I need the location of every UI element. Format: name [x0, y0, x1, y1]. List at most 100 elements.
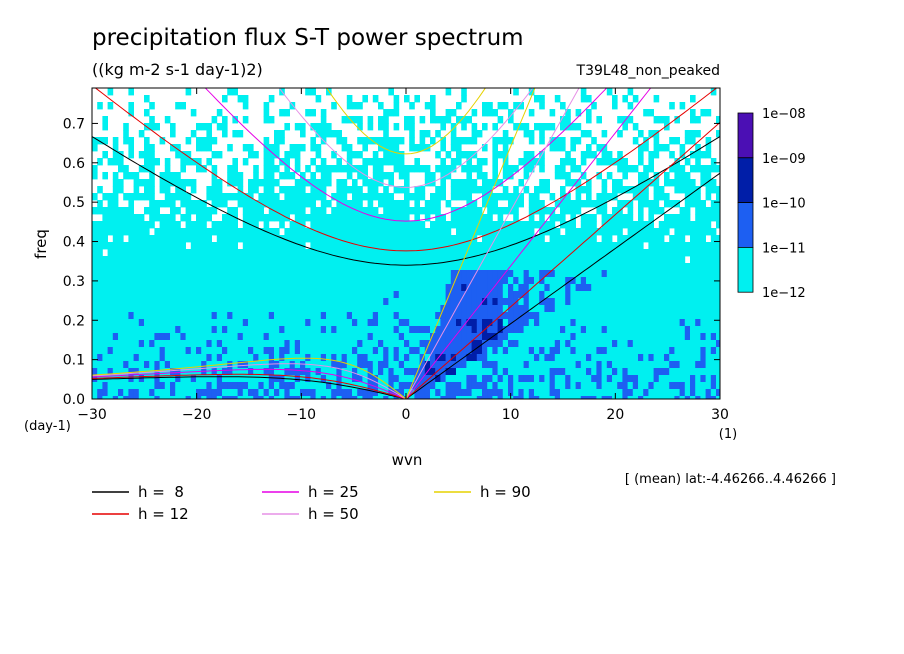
heatmap-cell	[362, 354, 368, 361]
heatmap-cell	[518, 277, 524, 284]
heatmap-cell	[248, 214, 254, 221]
heatmap-cell	[695, 333, 701, 340]
heatmap-cell	[248, 298, 254, 305]
heatmap-cell	[165, 354, 171, 361]
heatmap-cell	[206, 235, 212, 242]
heatmap-cell	[435, 200, 441, 207]
heatmap-cell	[206, 298, 212, 305]
legend-label: h = 12	[138, 505, 189, 523]
heatmap-cell	[425, 235, 431, 242]
heatmap-cell	[331, 305, 337, 312]
heatmap-cell	[175, 193, 181, 200]
heatmap-cell	[383, 347, 389, 354]
heatmap-cell	[482, 172, 488, 179]
heatmap-cell	[144, 347, 150, 354]
heatmap-cell	[555, 144, 561, 151]
heatmap-cell	[378, 102, 384, 109]
heatmap-cell	[555, 326, 561, 333]
heatmap-cell	[368, 123, 374, 130]
heatmap-cell	[305, 249, 311, 256]
heatmap-cell	[612, 368, 618, 375]
heatmap-cell	[456, 382, 462, 389]
heatmap-cell	[648, 305, 654, 312]
heatmap-cell	[456, 312, 462, 319]
heatmap-cell	[217, 221, 223, 228]
heatmap-cell	[196, 284, 202, 291]
heatmap-cell	[487, 396, 493, 403]
heatmap-cell	[680, 305, 686, 312]
heatmap-cell	[576, 277, 582, 284]
heatmap-cell	[695, 361, 701, 368]
heatmap-cell	[342, 375, 348, 382]
heatmap-cell	[498, 347, 504, 354]
heatmap-cell	[451, 158, 457, 165]
heatmap-cell	[628, 263, 634, 270]
heatmap-cell	[331, 221, 337, 228]
heatmap-cell	[633, 277, 639, 284]
heatmap-cell	[617, 319, 623, 326]
heatmap-cell	[659, 228, 665, 235]
heatmap-cell	[118, 354, 124, 361]
heatmap-cell	[560, 298, 566, 305]
heatmap-cell	[716, 207, 722, 214]
heatmap-cell	[123, 389, 129, 396]
heatmap-cell	[518, 270, 524, 277]
heatmap-cell	[238, 228, 244, 235]
heatmap-cell	[269, 193, 275, 200]
heatmap-cell	[466, 228, 472, 235]
heatmap-cell	[466, 382, 472, 389]
heatmap-cell	[368, 235, 374, 242]
heatmap-cell	[539, 284, 545, 291]
heatmap-cell	[326, 333, 332, 340]
heatmap-cell	[466, 396, 472, 403]
heatmap-cell	[196, 312, 202, 319]
heatmap-cell	[425, 256, 431, 263]
heatmap-cell	[165, 235, 171, 242]
heatmap-cell	[134, 312, 140, 319]
heatmap-cell	[425, 298, 431, 305]
heatmap-cell	[404, 347, 410, 354]
heatmap-cell	[336, 221, 342, 228]
heatmap-cell	[654, 326, 660, 333]
heatmap-cell	[706, 151, 712, 158]
heatmap-cell	[274, 333, 280, 340]
heatmap-cell	[175, 291, 181, 298]
heatmap-cell	[461, 88, 467, 95]
heatmap-cell	[149, 389, 155, 396]
heatmap-cell	[716, 186, 722, 193]
heatmap-cell	[97, 186, 103, 193]
heatmap-cell	[409, 326, 415, 333]
heatmap-cell	[622, 340, 628, 347]
heatmap-cell	[628, 256, 634, 263]
heatmap-cell	[508, 326, 514, 333]
heatmap-cell	[399, 151, 405, 158]
heatmap-cell	[295, 235, 301, 242]
heatmap-cell	[602, 389, 608, 396]
heatmap-cell	[139, 284, 145, 291]
heatmap-cell	[414, 221, 420, 228]
heatmap-cell	[716, 354, 722, 361]
heatmap-cell	[680, 172, 686, 179]
heatmap-cell	[508, 375, 514, 382]
heatmap-cell	[139, 256, 145, 263]
heatmap-cell	[461, 137, 467, 144]
heatmap-cell	[232, 396, 238, 403]
heatmap-cell	[690, 333, 696, 340]
heatmap-cell	[97, 326, 103, 333]
heatmap-cell	[570, 179, 576, 186]
heatmap-cell	[217, 228, 223, 235]
heatmap-cell	[118, 179, 124, 186]
heatmap-cell	[352, 305, 358, 312]
heatmap-cell	[430, 298, 436, 305]
heatmap-cell	[284, 326, 290, 333]
heatmap-cell	[446, 151, 452, 158]
heatmap-cell	[92, 382, 98, 389]
heatmap-cell	[217, 396, 223, 403]
heatmap-cell	[186, 284, 192, 291]
heatmap-cell	[342, 165, 348, 172]
heatmap-cell	[706, 340, 712, 347]
heatmap-cell	[196, 242, 202, 249]
heatmap-cell	[602, 382, 608, 389]
heatmap-cell	[388, 193, 394, 200]
heatmap-cell	[243, 235, 249, 242]
